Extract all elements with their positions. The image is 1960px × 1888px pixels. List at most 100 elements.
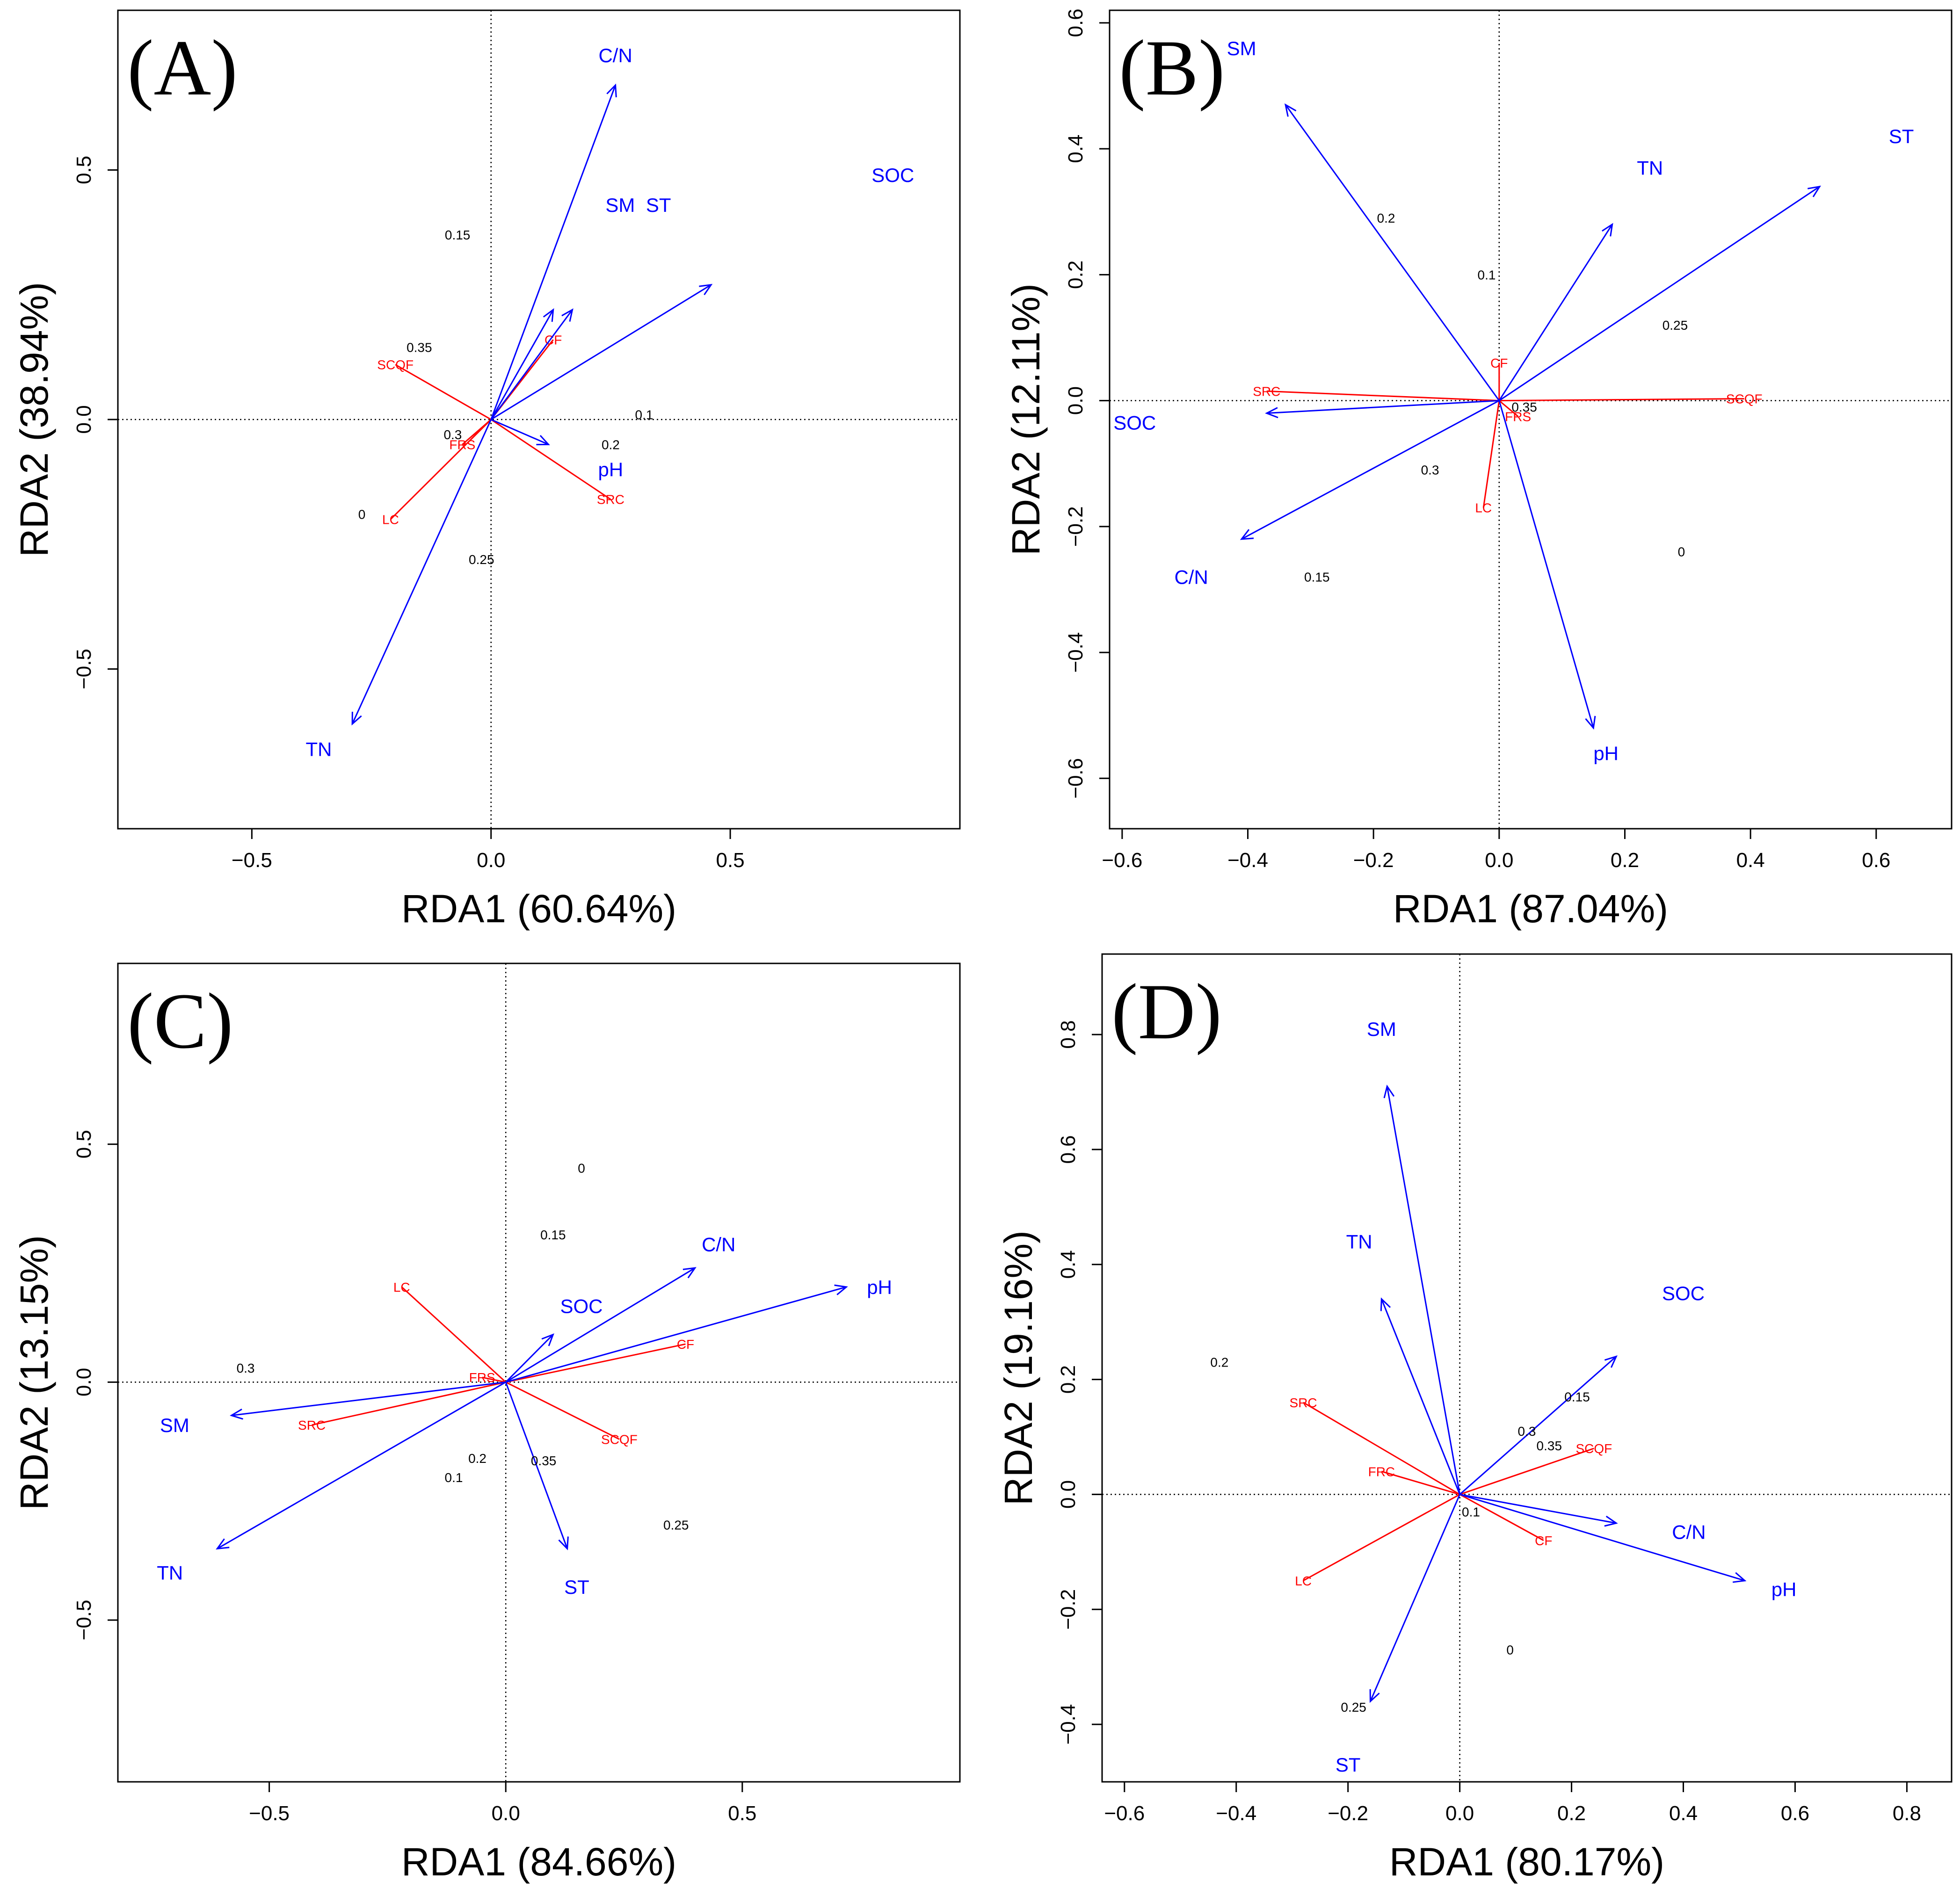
y-tick-label: 0.4	[1064, 135, 1087, 163]
rda-panel: −0.5 0.0 0.5 −0.5 0.0 0.5 RDA1 (84.66%) RDA2 (1…	[12, 962, 961, 1884]
x-tick-label: 0.6	[1862, 849, 1890, 872]
site-label: 0.15	[540, 1228, 566, 1242]
species-vector	[490, 419, 611, 500]
y-tick-label: 0.4	[1057, 1250, 1080, 1279]
site-label: 0.3	[237, 1361, 255, 1375]
env-arrow-head	[1585, 716, 1596, 730]
x-tick-label: −0.4	[1227, 849, 1268, 872]
site-label: 0.15	[445, 228, 471, 242]
x-axis-label: RDA1 (87.04%)	[1393, 887, 1668, 931]
y-tick-label: 0.5	[73, 156, 95, 184]
x-tick-label: −0.2	[1328, 1802, 1368, 1825]
y-axis-label: RDA2 (19.16%)	[996, 1230, 1040, 1505]
site-label: 0.35	[531, 1454, 557, 1468]
env-arrow	[231, 1381, 506, 1417]
species-label: FRS	[469, 1370, 495, 1385]
env-arrow-head	[1604, 1515, 1618, 1527]
y-tick-label: 0.0	[1057, 1480, 1080, 1509]
env-arrow	[1266, 400, 1499, 414]
species-label: LC	[382, 512, 399, 527]
plot-frame	[1101, 953, 1953, 1783]
site-label: 0.25	[1662, 318, 1688, 333]
x-tick-label: −0.6	[1102, 849, 1142, 872]
env-label: ST	[1889, 125, 1914, 147]
y-tick-label: −0.4	[1057, 1704, 1080, 1745]
env-label: ST	[1336, 1754, 1361, 1776]
panel-label: (B)	[1119, 24, 1225, 112]
x-tick-label: −0.5	[232, 849, 272, 872]
x-tick-label: 0.0	[1485, 849, 1513, 872]
species-label: LC	[1475, 500, 1492, 515]
x-tick-label: 0.5	[716, 849, 745, 872]
env-arrow-head	[1240, 529, 1254, 540]
x-tick-label: 0.0	[477, 849, 505, 872]
site-label: 0.1	[445, 1470, 463, 1485]
y-tick-label: −0.2	[1057, 1589, 1080, 1630]
species-vector	[1303, 1494, 1460, 1582]
species-label: CF	[677, 1337, 694, 1352]
species-vector	[1266, 390, 1499, 402]
x-axis-label: RDA1 (84.66%)	[401, 1840, 676, 1884]
species-vector	[1498, 400, 1519, 417]
env-arrow-head	[1383, 1085, 1395, 1099]
x-tick-label: −0.2	[1353, 849, 1394, 872]
env-label: C/N	[1174, 566, 1208, 588]
env-arrow-head	[699, 283, 713, 296]
env-arrow	[1241, 400, 1500, 540]
species-vector	[1303, 1402, 1460, 1495]
species-label: SRC	[1290, 1396, 1317, 1410]
env-label: pH	[1771, 1578, 1797, 1600]
site-label: 0.2	[1210, 1355, 1228, 1370]
species-label: SRC	[597, 492, 624, 507]
x-tick-label: 0.0	[1445, 1802, 1474, 1825]
panel-label: (A)	[127, 24, 238, 112]
x-axis-label: RDA1 (60.64%)	[401, 887, 676, 931]
y-tick-label: 0.8	[1057, 1020, 1080, 1049]
env-label: pH	[867, 1276, 892, 1298]
site-label: 0.35	[1537, 1439, 1562, 1453]
env-arrow	[505, 1334, 554, 1383]
env-label: SM	[605, 194, 635, 216]
env-arrow-head	[1284, 103, 1297, 117]
species-label: LC	[393, 1280, 410, 1295]
rda-panel: −0.5 0.0 0.5 −0.5 0.0 0.5 RDA1 (60.64%) RDA2 (3…	[12, 9, 961, 931]
site-label: 0.15	[1304, 570, 1330, 585]
x-tick-label: −0.6	[1104, 1802, 1145, 1825]
site-label: 0	[1678, 545, 1685, 559]
species-label: FRC	[1368, 1464, 1395, 1479]
y-tick-label: −0.5	[73, 649, 95, 689]
y-tick-label: 0.0	[73, 405, 95, 434]
species-vector	[390, 419, 492, 520]
env-arrow-head	[1380, 1297, 1391, 1311]
x-tick-label: −0.5	[249, 1802, 290, 1825]
y-axis-label: RDA2 (12.11%)	[1004, 283, 1048, 556]
species-label: SCQF	[601, 1432, 638, 1447]
species-vector	[1459, 1494, 1544, 1541]
species-vector	[1459, 1447, 1594, 1495]
env-label: TN	[1346, 1231, 1372, 1253]
env-label: SOC	[560, 1295, 603, 1317]
x-tick-label: 0.2	[1611, 849, 1639, 872]
env-label: SM	[1367, 1018, 1396, 1040]
env-label: SM	[1227, 37, 1256, 59]
env-label: ST	[646, 194, 671, 216]
site-label: 0.25	[469, 552, 494, 567]
env-label: pH	[1593, 742, 1619, 764]
env-arrow	[1370, 1494, 1461, 1702]
species-vector	[1499, 398, 1744, 402]
site-label: 0.2	[602, 437, 620, 452]
x-tick-label: 0.5	[728, 1802, 756, 1825]
site-label: 0	[1506, 1642, 1514, 1657]
y-axis-label: RDA2 (38.94%)	[12, 282, 56, 557]
env-arrow-head	[561, 308, 573, 322]
env-arrow	[217, 1382, 506, 1549]
rda-panel: −0.6 −0.4 −0.2 0.0 0.2 0.4 0.6 −0.6 −0.4 −0.2 0.0 0…	[1004, 8, 1953, 931]
species-vector	[505, 1343, 686, 1383]
env-arrow	[1285, 104, 1500, 401]
env-label: C/N	[598, 44, 632, 66]
y-tick-label: 0.2	[1064, 260, 1087, 289]
species-label: SCQF	[377, 358, 414, 372]
env-arrow-head	[1602, 223, 1613, 237]
y-tick-label: −0.2	[1064, 506, 1087, 547]
env-arrow-head	[834, 1284, 848, 1295]
